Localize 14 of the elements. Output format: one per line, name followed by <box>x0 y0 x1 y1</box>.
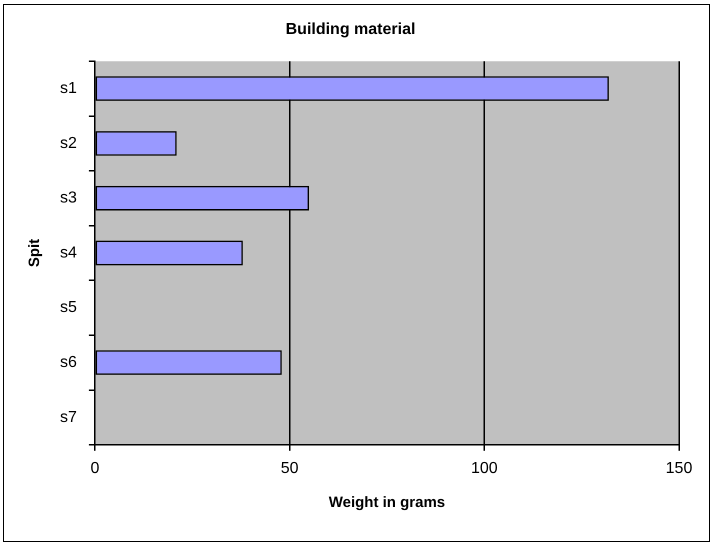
x-tick-label: 150 <box>666 460 692 477</box>
x-tick-label: 0 <box>90 460 100 477</box>
y-tick-label: s1 <box>60 80 77 98</box>
x-tick-label: 50 <box>280 460 299 477</box>
y-tick-label: s3 <box>60 190 77 207</box>
y-tick-label: s5 <box>60 299 77 316</box>
y-tick-label: s2 <box>60 134 77 152</box>
chart-title: Building material <box>286 21 416 38</box>
y-tick-label: s4 <box>60 244 77 262</box>
x-tick-label: 100 <box>470 460 498 477</box>
y-tick-label: s6 <box>60 354 77 372</box>
y-tick-label: s7 <box>60 408 77 426</box>
x-axis-title: Weight in grams <box>328 494 446 512</box>
y-axis-title: Spit <box>26 238 44 268</box>
